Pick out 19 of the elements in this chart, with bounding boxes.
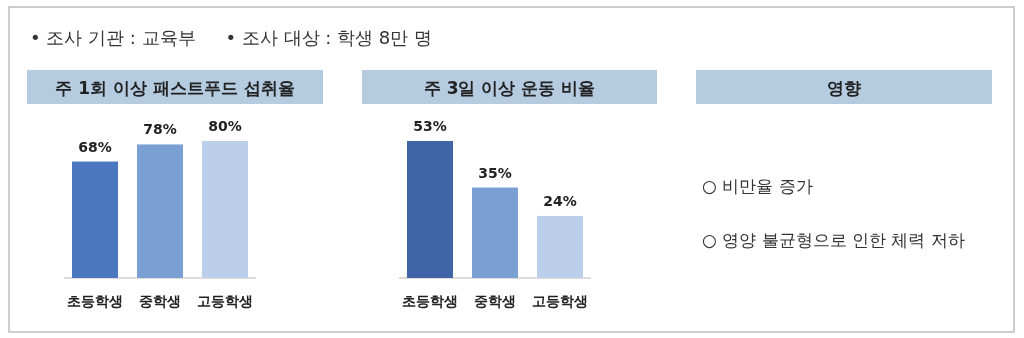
x-tick-label: 중학생 [474,293,516,309]
data-label: 78% [143,121,177,138]
data-label: 35% [478,164,512,181]
text: • 조사 기관 : 교육부 [30,27,196,48]
data-label: 80% [208,118,242,134]
x-tick-label: 초등학생 [67,293,123,309]
data-label: 68% [78,138,112,155]
text: 영향 [827,78,861,98]
text: ○ 비만율 증가 [702,176,813,196]
x-tick-label: 고등학생 [532,293,588,309]
text: • 조사 대상 : 학생 8만 명 [225,27,433,48]
chart-title: 주 1회 이상 패스트푸드 섭취율 [55,78,295,98]
data-label: 24% [543,192,577,209]
text: ○ 영양 불균형으로 인한 체력 저하 [702,230,965,250]
x-tick-label: 초등학생 [402,293,458,309]
x-tick-label: 중학생 [139,293,181,309]
chart-title: 주 3일 이상 운동 비율 [423,78,596,98]
x-tick-label: 고등학생 [197,293,253,309]
data-label: 53% [413,118,447,134]
